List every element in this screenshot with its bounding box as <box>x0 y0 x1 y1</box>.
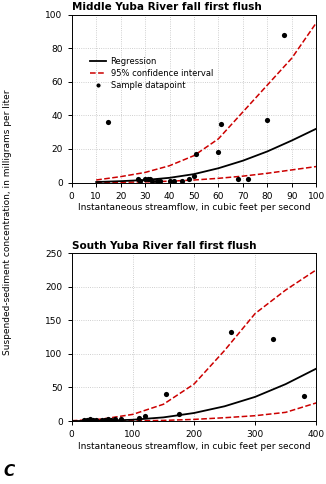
X-axis label: Instantaneous streamflow, in cubic feet per second: Instantaneous streamflow, in cubic feet … <box>78 203 310 212</box>
Point <box>112 415 117 423</box>
Point <box>155 177 160 185</box>
X-axis label: Instantaneous streamflow, in cubic feet per second: Instantaneous streamflow, in cubic feet … <box>78 442 310 451</box>
Point <box>216 149 221 156</box>
Point <box>84 416 90 424</box>
Point <box>136 414 141 422</box>
Point <box>164 390 169 398</box>
Point <box>106 415 111 423</box>
Point <box>194 150 199 158</box>
Point <box>145 175 150 183</box>
Point <box>218 120 224 128</box>
Point <box>157 177 162 185</box>
Point <box>103 416 108 424</box>
Legend: Regression, 95% confidence interval, Sample datapoint: Regression, 95% confidence interval, Sam… <box>88 56 215 92</box>
Text: Middle Yuba River fall first flush: Middle Yuba River fall first flush <box>72 2 261 13</box>
Point <box>172 177 177 185</box>
Point <box>245 175 250 183</box>
Point <box>94 416 99 424</box>
Point <box>135 175 141 183</box>
Point <box>100 416 105 424</box>
Text: South Yuba River fall first flush: South Yuba River fall first flush <box>72 241 256 251</box>
Point <box>282 31 287 39</box>
Point <box>301 393 306 400</box>
Point <box>235 175 241 183</box>
Point <box>106 118 111 126</box>
Point <box>118 415 123 423</box>
Point <box>191 172 197 180</box>
Point <box>186 175 192 183</box>
Point <box>142 175 148 183</box>
Point <box>228 328 233 335</box>
Point <box>271 335 276 343</box>
Point <box>179 177 185 185</box>
Point <box>147 175 153 183</box>
Point <box>265 117 270 124</box>
Point <box>176 410 181 418</box>
Text: Suspended-sediment concentration, in milligrams per liter: Suspended-sediment concentration, in mil… <box>3 90 12 355</box>
Point <box>91 416 96 424</box>
Point <box>150 177 155 185</box>
Point <box>138 177 143 185</box>
Point <box>109 416 114 424</box>
Point <box>87 415 93 423</box>
Text: C: C <box>3 464 15 479</box>
Point <box>167 177 172 185</box>
Point <box>82 416 87 424</box>
Point <box>142 412 148 420</box>
